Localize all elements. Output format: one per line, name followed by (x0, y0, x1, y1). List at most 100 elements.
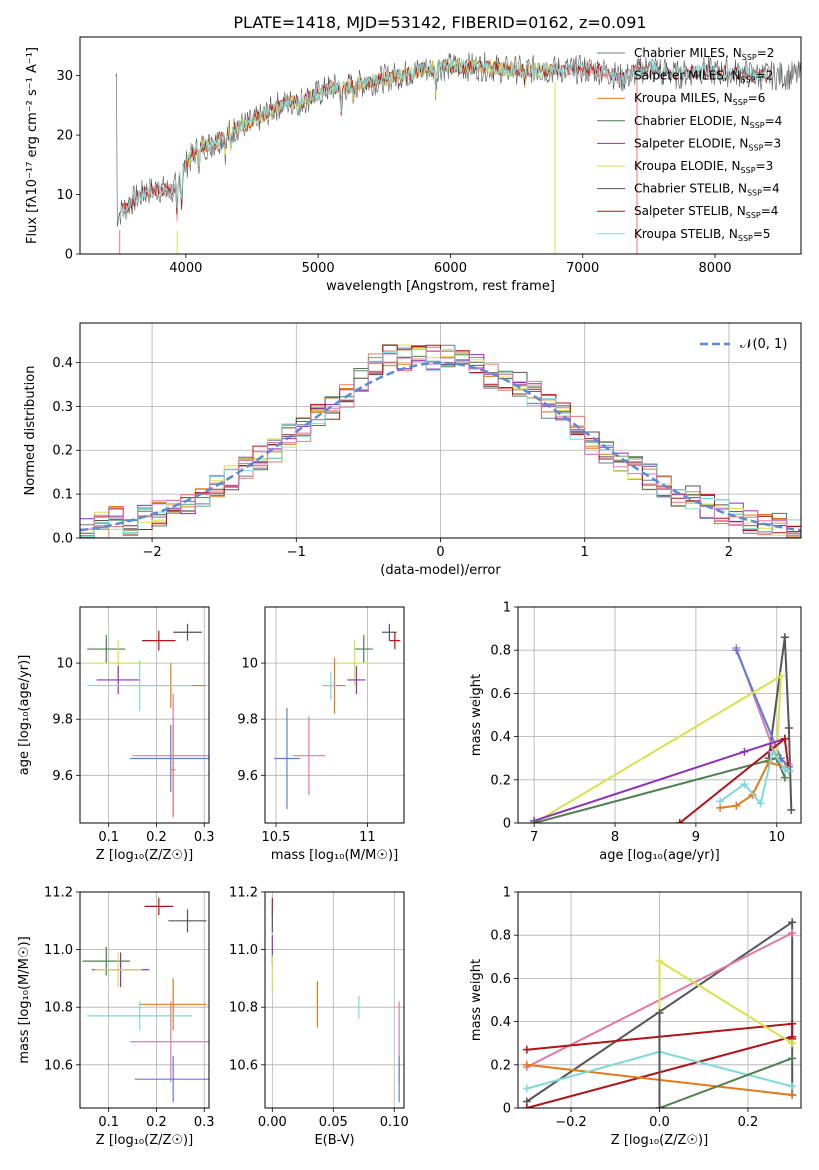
series-marker (788, 1091, 797, 1100)
x-tick-label: 2 (725, 545, 733, 560)
series-marker (788, 1039, 797, 1048)
y-tick-label: 0.2 (490, 1058, 511, 1073)
y-tick-label: 0.2 (490, 773, 511, 788)
axes-frame (264, 891, 405, 1109)
series-marker (530, 819, 539, 823)
y-tick-label: 9.6 (237, 769, 258, 784)
y-axis-label: Normed distribution (23, 366, 38, 496)
panel-4: 7 8 9 10 0 0.2 0.4 0.6 0.8 1 age [log₁₀(age/yr)] ma… (469, 601, 802, 863)
legend-label: Chabrier STELIB, NSSP=4 (634, 182, 780, 198)
model-line-salpeter-stelib (119, 59, 768, 215)
y-tick-label: 0.3 (52, 400, 73, 415)
axes-frame (79, 322, 802, 539)
x-tick-label: 5000 (302, 261, 335, 276)
series-line (767, 637, 793, 811)
errorbars (271, 897, 400, 1103)
y-tick-label: 20 (56, 129, 73, 144)
y-tick-label: 10.8 (229, 1001, 258, 1016)
x-tick-label: 7000 (566, 261, 599, 276)
x-axis-label: wavelength [Angstrom, rest frame] (326, 279, 555, 294)
series-line (659, 1057, 793, 1108)
series-line (719, 749, 790, 806)
x-tick-label: 0.00 (258, 1115, 287, 1130)
y-axis-label: age [log₁₀(age/yr)] (17, 655, 32, 776)
model-line-kroupa-stelib (119, 58, 768, 221)
series-marker (784, 723, 793, 732)
series-marker (522, 1104, 531, 1108)
panel-0: 4000 5000 6000 7000 8000 0 10 20 30 wavelength [A… (25, 36, 802, 294)
series-marker (780, 734, 789, 743)
series-marker (655, 957, 664, 966)
x-axis-label: mass [log₁₀(M/M☉)] (271, 848, 398, 863)
y-axis-label: Flux [fλ10⁻¹⁷ erg cm⁻² s⁻¹ A⁻¹] (25, 47, 40, 244)
series-marker (768, 747, 777, 756)
series-marker (655, 1104, 664, 1108)
y-tick-label: 0.6 (490, 687, 511, 702)
x-tick-label: −2 (143, 545, 162, 560)
errorbars (87, 623, 209, 818)
hist-step (80, 349, 801, 537)
legend-label: Chabrier MILES, NSSP=2 (634, 46, 774, 62)
figure-title: PLATE=1418, MJD=53142, FIBERID=0162, z=0… (233, 13, 646, 32)
panel-6: 0.00 0.05 0.10 10.6 10.8 11.0 11.2 E(B-V) (229, 886, 409, 1149)
x-tick-label: 8000 (698, 261, 731, 276)
legend-label: Kroupa STELIB, NSSP=5 (634, 227, 771, 243)
axes-frame (517, 606, 802, 824)
x-tick-label: 1 (581, 545, 589, 560)
x-axis-label: Z [log₁₀(Z/Z☉)] (96, 1133, 193, 1148)
y-tick-label: 11.0 (44, 943, 73, 958)
x-tick-label: 0.1 (98, 830, 119, 845)
x-tick-label: 9 (692, 830, 700, 845)
panel-3: 10.5 11 9.6 9.8 10 mass [log₁₀(M/M☉)] (237, 606, 405, 863)
legend-label: Kroupa MILES, NSSP=6 (634, 91, 765, 107)
errorbars (274, 623, 401, 809)
x-tick-label: 0.3 (194, 1115, 215, 1130)
y-tick-label: 0 (65, 248, 73, 263)
y-tick-label: 0 (503, 817, 511, 832)
series-marker (788, 1054, 797, 1063)
series-marker (732, 646, 741, 655)
gauss-curve (80, 361, 801, 532)
axes-frame (79, 606, 210, 824)
panel-2: 0.1 0.2 0.3 9.6 9.8 10 Z [log₁₀(Z/Z☉)] age [log… (17, 606, 215, 863)
legend-label: Chabrier ELODIE, NSSP=4 (634, 114, 782, 130)
x-tick-label: 10.5 (261, 830, 290, 845)
x-tick-label: 0.0 (649, 1115, 670, 1130)
y-tick-label: 0.4 (490, 730, 511, 745)
series-marker (784, 767, 793, 776)
y-tick-label: 10 (56, 188, 73, 203)
series-marker (522, 1060, 531, 1069)
y-tick-label: 11.2 (229, 886, 258, 901)
x-tick-label: 6000 (434, 261, 467, 276)
y-tick-label: 1 (503, 601, 511, 616)
series-marker (780, 773, 789, 782)
x-tick-label: 0.05 (319, 1115, 348, 1130)
y-tick-label: 9.8 (52, 713, 73, 728)
legend-label: Salpeter MILES, NSSP=2 (634, 69, 773, 85)
x-tick-label: 0 (436, 545, 444, 560)
x-tick-label: 0.2 (146, 1115, 167, 1130)
x-tick-label: −0.2 (555, 1115, 587, 1130)
y-tick-label: 0.0 (52, 532, 73, 547)
x-tick-label: 0.2 (738, 1115, 759, 1130)
legend-label: Salpeter STELIB, NSSP=4 (634, 204, 778, 220)
y-axis-label: mass [log₁₀(M/M☉)] (17, 936, 32, 1063)
x-tick-label: −1 (287, 545, 306, 560)
spectrum-lines (115, 51, 801, 254)
series-marker (780, 765, 789, 773)
axes-frame (79, 36, 802, 255)
x-axis-label: Z [log₁₀(Z/Z☉)] (96, 848, 193, 863)
x-tick-label: 7 (530, 830, 538, 845)
series-marker (780, 633, 789, 642)
y-tick-label: 0.8 (490, 644, 511, 659)
x-axis-label: Z [log₁₀(Z/Z☉)] (611, 1133, 708, 1148)
y-tick-label: 0 (503, 1102, 511, 1117)
y-tick-label: 10 (56, 657, 73, 672)
panel-7: −0.2 0.0 0.2 0 0.2 0.4 0.6 0.8 1 Z [log₁₀(Z/Z☉)] m… (469, 886, 802, 1148)
x-axis-label: age [log₁₀(age/yr)] (599, 848, 720, 863)
series-line (719, 761, 786, 809)
series-marker (655, 1008, 664, 1017)
x-tick-label: 4000 (169, 261, 202, 276)
y-tick-label: 0.1 (52, 488, 73, 503)
